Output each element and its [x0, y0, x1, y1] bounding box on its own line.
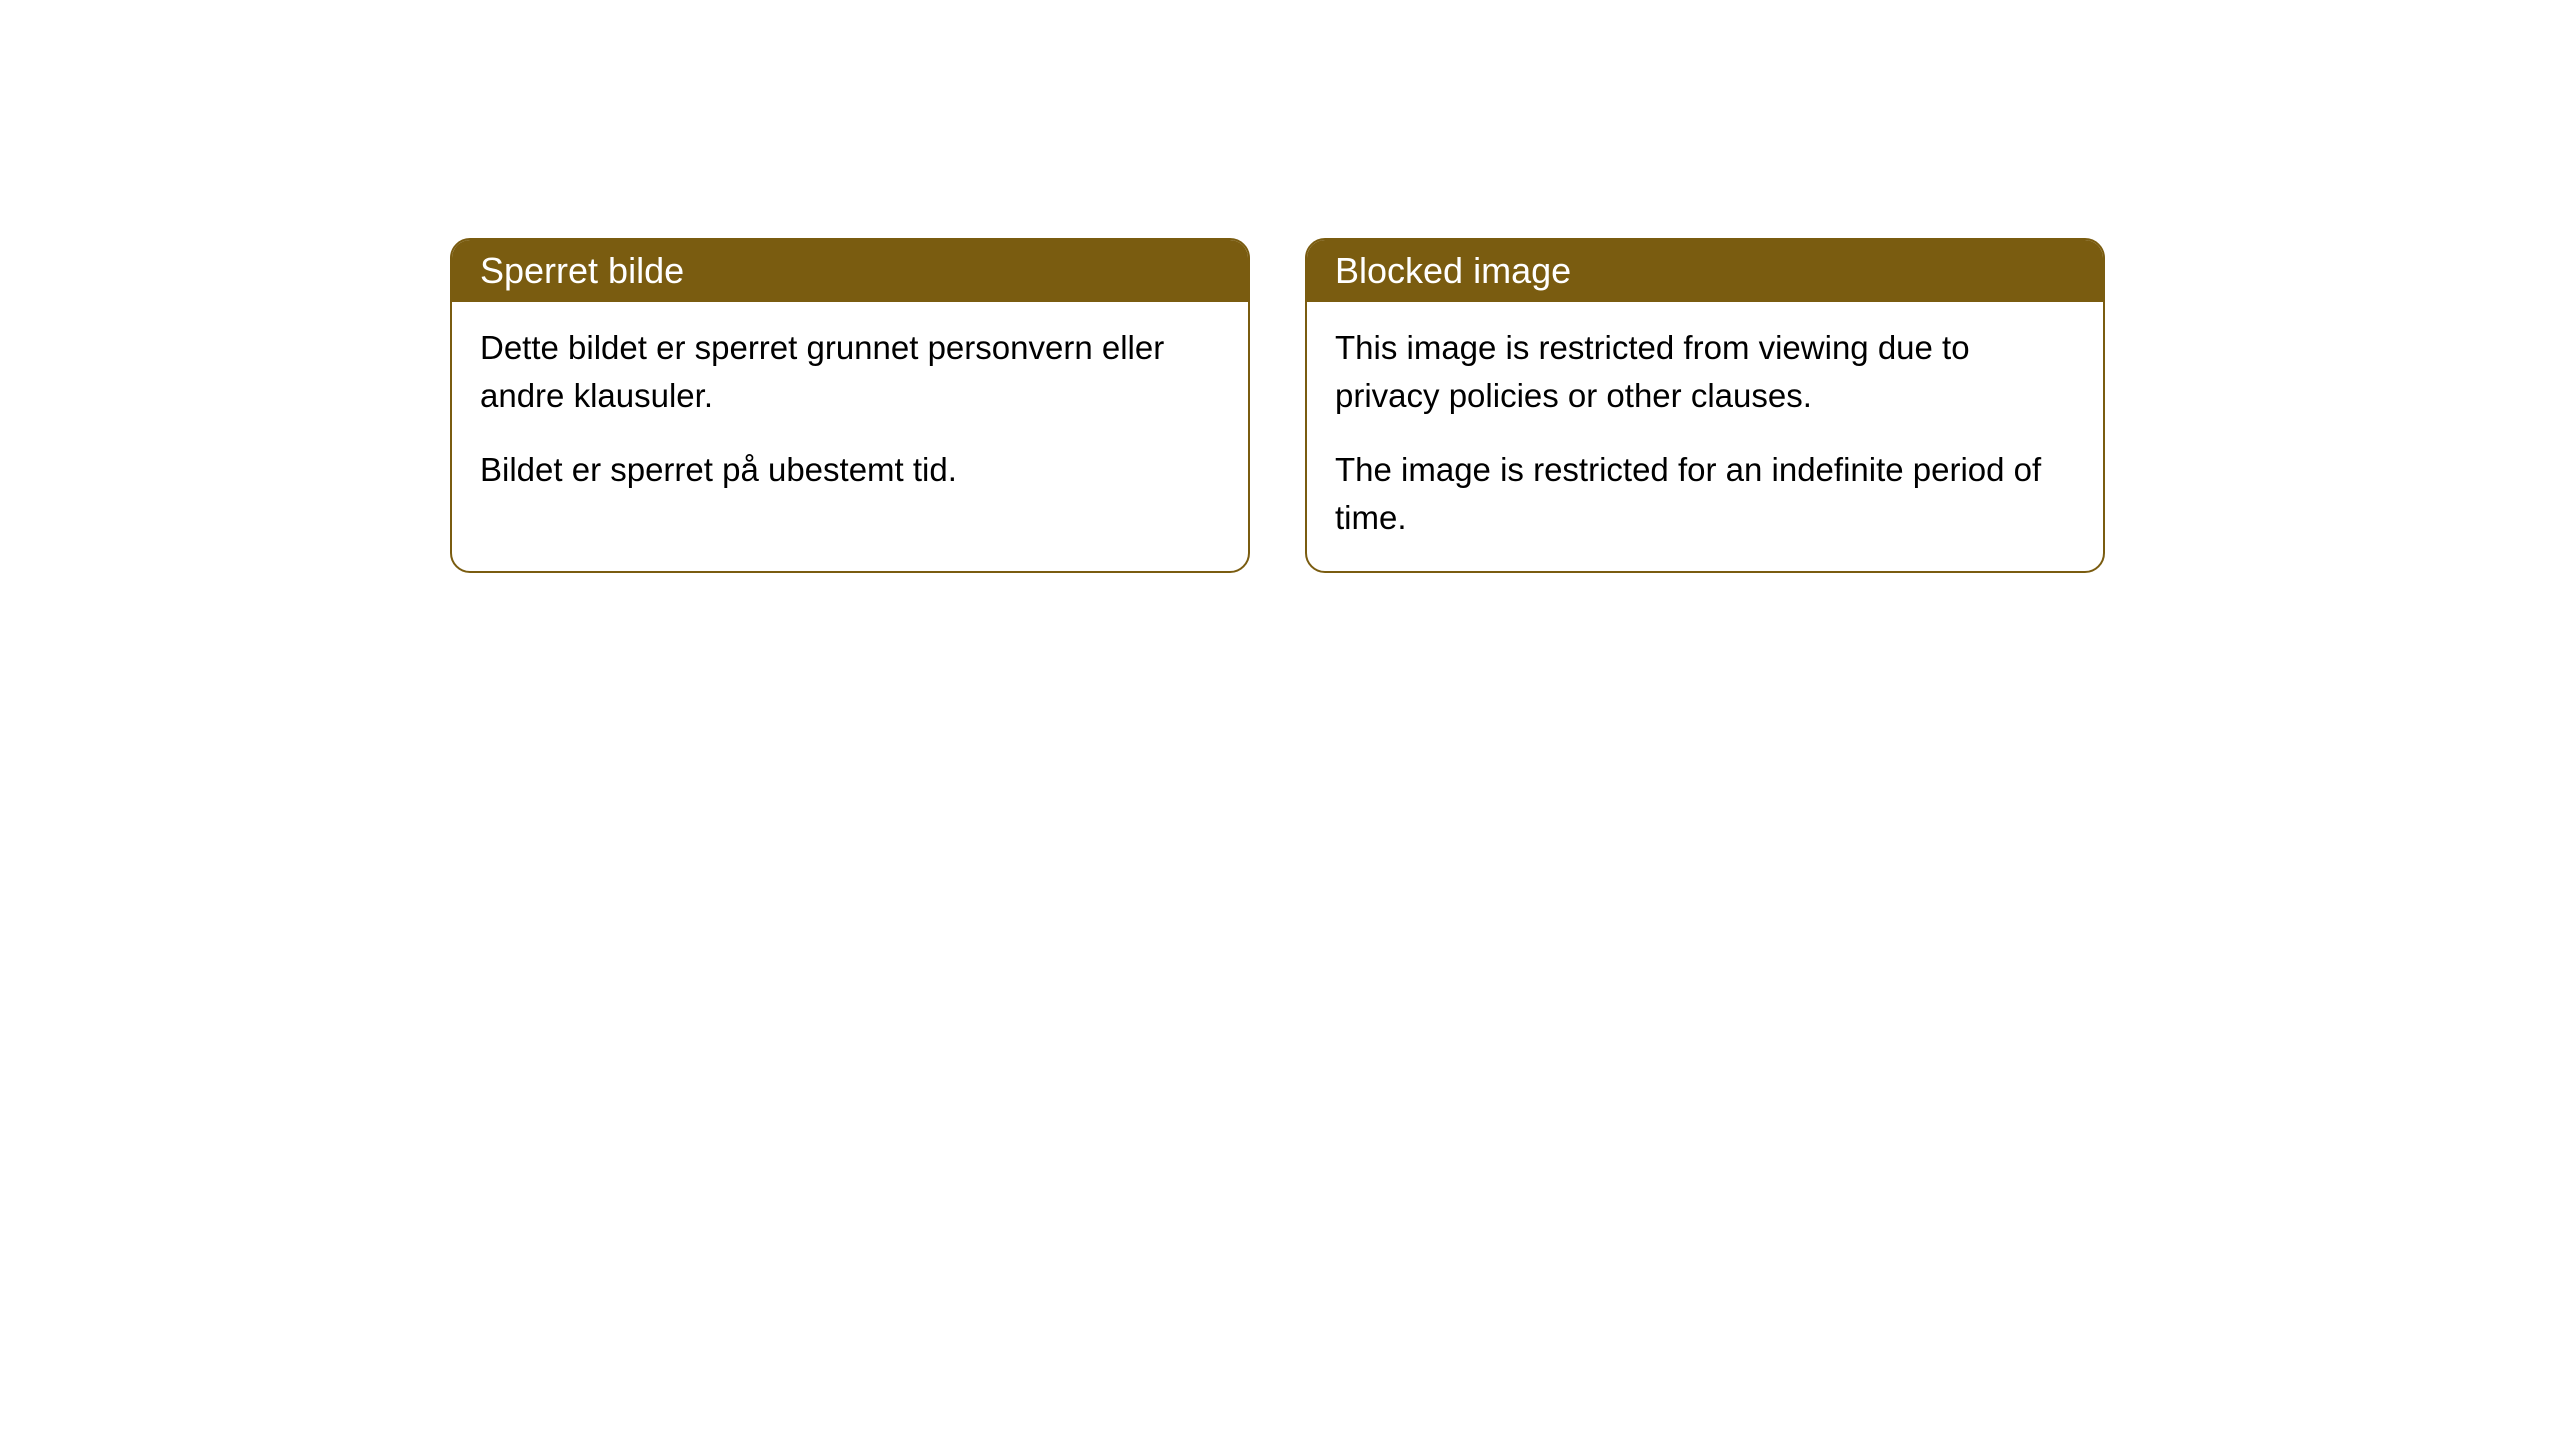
notice-paragraph: Bildet er sperret på ubestemt tid. [480, 446, 1220, 494]
notice-paragraph: Dette bildet er sperret grunnet personve… [480, 324, 1220, 420]
notice-header-english: Blocked image [1307, 240, 2103, 302]
notice-body-norwegian: Dette bildet er sperret grunnet personve… [452, 302, 1248, 524]
notice-header-norwegian: Sperret bilde [452, 240, 1248, 302]
notice-cards-container: Sperret bilde Dette bildet er sperret gr… [450, 238, 2105, 573]
notice-paragraph: The image is restricted for an indefinit… [1335, 446, 2075, 542]
notice-body-english: This image is restricted from viewing du… [1307, 302, 2103, 571]
notice-paragraph: This image is restricted from viewing du… [1335, 324, 2075, 420]
notice-card-norwegian: Sperret bilde Dette bildet er sperret gr… [450, 238, 1250, 573]
notice-card-english: Blocked image This image is restricted f… [1305, 238, 2105, 573]
